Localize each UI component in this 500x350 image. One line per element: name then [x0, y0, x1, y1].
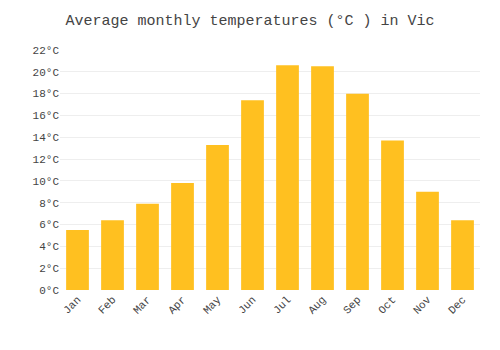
svg-text:May: May [201, 294, 224, 317]
svg-text:22°C: 22°C [33, 45, 60, 57]
svg-text:Jan: Jan [61, 294, 83, 316]
svg-text:2°C: 2°C [39, 263, 59, 275]
svg-text:Oct: Oct [376, 294, 398, 316]
svg-text:18°C: 18°C [33, 88, 60, 100]
svg-text:10°C: 10°C [33, 176, 60, 188]
svg-text:Feb: Feb [96, 294, 118, 316]
svg-text:8°C: 8°C [39, 198, 59, 210]
svg-text:12°C: 12°C [33, 154, 60, 166]
svg-text:Nov: Nov [411, 294, 434, 317]
svg-text:Average monthly temperatures (: Average monthly temperatures (°C ) in Vi… [65, 13, 434, 30]
svg-text:Mar: Mar [131, 294, 153, 316]
svg-text:Sep: Sep [341, 294, 363, 316]
svg-text:20°C: 20°C [33, 67, 60, 79]
svg-text:14°C: 14°C [33, 132, 60, 144]
svg-text:Dec: Dec [446, 294, 468, 316]
svg-text:6°C: 6°C [39, 219, 59, 231]
svg-text:Apr: Apr [166, 294, 188, 316]
svg-text:Aug: Aug [306, 294, 328, 316]
svg-text:4°C: 4°C [39, 241, 59, 253]
svg-text:0°C: 0°C [39, 285, 59, 297]
svg-text:Jul: Jul [271, 294, 293, 316]
svg-text:Jun: Jun [236, 294, 258, 316]
svg-text:16°C: 16°C [33, 110, 60, 122]
